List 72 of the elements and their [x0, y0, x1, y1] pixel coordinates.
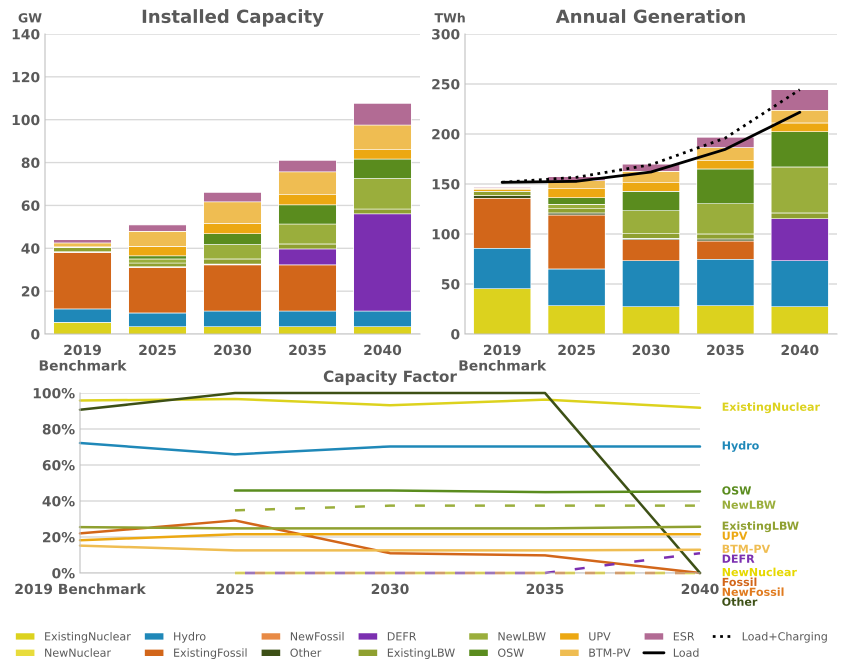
legend-label: NewFossil [290, 632, 344, 641]
bar [53, 239, 112, 244]
x-tick-label: 2025 [558, 344, 595, 356]
text: BTM-PV [722, 544, 770, 553]
y-tick-label: 60 [22, 200, 40, 211]
chart-title: Annual Generation [556, 9, 745, 24]
legend-label: DEFR [388, 632, 416, 640]
x-tick-label: 2019 Benchmark [40, 344, 127, 371]
x-tick-label: 2030 [372, 584, 409, 594]
y-tick-label: 100 [432, 228, 460, 240]
legend-label: UPV [589, 632, 611, 641]
x-tick-label: 2025 [139, 344, 176, 356]
text: NewNuclear [722, 568, 797, 576]
y-tick-label: 50 [442, 278, 460, 290]
text: Hydro [722, 441, 759, 452]
legend-label: ExistingNuclear [45, 632, 131, 643]
x-tick-label: 2035 [289, 344, 326, 356]
y-tick-label: 120 [12, 72, 40, 82]
y-tick-label: 20% [42, 532, 75, 542]
text: NewFossil [722, 587, 784, 596]
bar [548, 208, 606, 214]
y-axis-title: GW [18, 13, 42, 23]
x-tick-label: 2019 Benchmark [460, 344, 546, 371]
y-axis-title: TWh [434, 12, 465, 22]
y-tick-label: 20 [22, 286, 40, 297]
text: OSW [722, 486, 752, 495]
x-tick-label: 2035 [526, 584, 564, 594]
y-tick-label: 0 [451, 328, 460, 340]
y-tick-label: 40 [21, 243, 40, 254]
legend-label: ExistingLBW [388, 648, 455, 659]
text: Fossil [722, 578, 756, 586]
chart-title: Installed Capacity [142, 9, 324, 27]
x-tick-label: 2030 [214, 344, 252, 356]
y-tick-label: 100 [12, 114, 40, 126]
x-tick-label: 2025 [216, 584, 254, 594]
text: Other [722, 597, 758, 606]
y-tick-label: 0 [31, 328, 40, 340]
y-tick-label: 140 [12, 28, 40, 40]
text: ExistingLBW [722, 521, 799, 532]
legend-label: NewLBW [498, 632, 546, 641]
legend-label: Load+Charging [742, 632, 827, 643]
x-tick-label: 2040 [682, 584, 719, 594]
x-tick-label: 2040 [364, 344, 402, 356]
y-tick-label: 100% [34, 388, 75, 398]
text: NewLBW [722, 500, 776, 509]
text: UPV [722, 532, 748, 540]
y-tick-label: 0% [52, 568, 75, 578]
y-tick-label: 200 [432, 128, 460, 140]
legend-label: OSW [498, 648, 524, 657]
legend-label: ExistingFossil [174, 648, 247, 659]
bar [473, 190, 532, 196]
legend-label: BTM-PV [589, 648, 630, 657]
chart-title: Capacity Factor [324, 370, 457, 386]
line-series [78, 398, 702, 410]
legend-label: NewNuclear [45, 648, 112, 657]
x-tick-label: 2030 [632, 344, 670, 356]
x-tick-label: 2019 Benchmark [15, 583, 146, 594]
y-tick-label: 150 [432, 178, 460, 190]
text: ExistingNuclear [722, 402, 820, 414]
legend-label: ESR [674, 632, 694, 641]
x-tick-label: 2040 [782, 344, 818, 356]
text: DEFR [722, 554, 754, 563]
y-tick-label: 250 [432, 78, 460, 90]
x-tick-label: 2035 [707, 344, 744, 356]
y-tick-label: 60% [42, 460, 75, 470]
legend-label: Other [290, 648, 322, 657]
y-tick-label: 40% [42, 496, 75, 506]
y-tick-label: 80% [42, 424, 75, 434]
y-tick-label: 80 [22, 158, 40, 168]
y-tick-label: 300 [432, 28, 460, 40]
legend-label: Hydro [174, 632, 206, 643]
legend-label: Load [674, 648, 698, 657]
